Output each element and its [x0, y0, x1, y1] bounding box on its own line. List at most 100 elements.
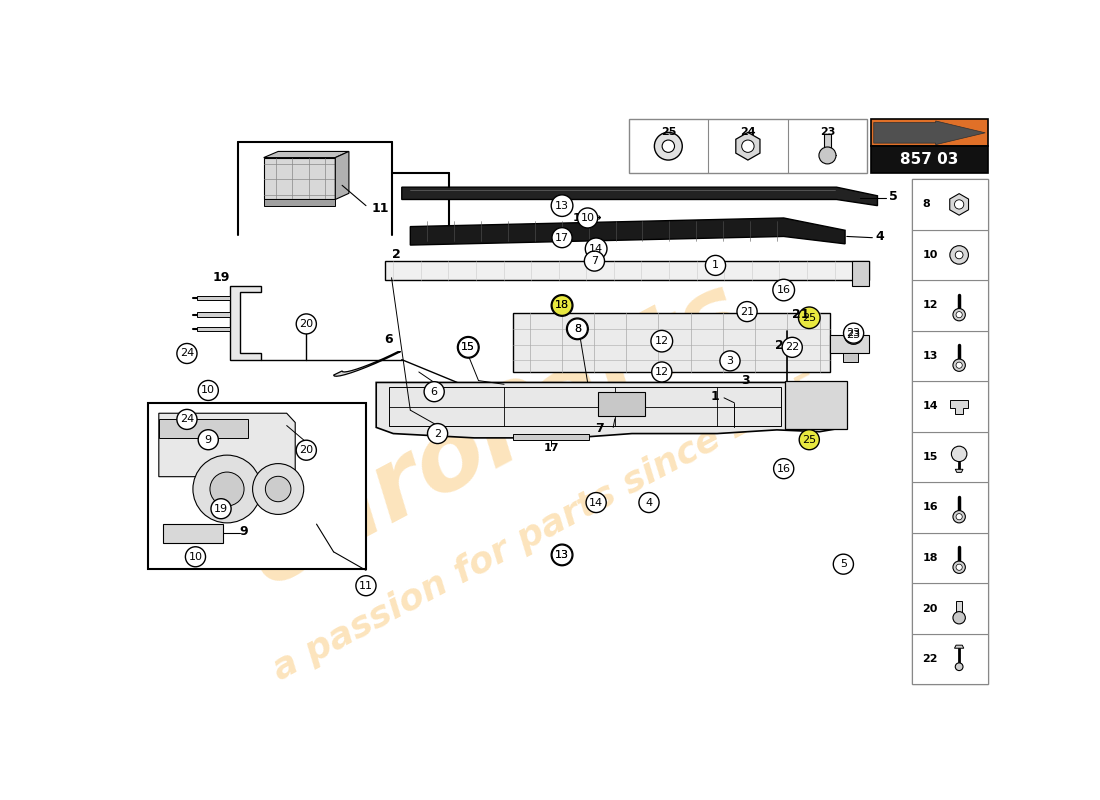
Circle shape [198, 381, 218, 401]
Text: 6: 6 [385, 333, 394, 346]
Circle shape [651, 330, 672, 352]
Polygon shape [824, 134, 832, 150]
Circle shape [552, 228, 572, 248]
Circle shape [705, 255, 726, 275]
Polygon shape [147, 402, 366, 569]
Polygon shape [264, 151, 349, 158]
Circle shape [953, 510, 966, 523]
Circle shape [459, 338, 478, 358]
Polygon shape [513, 434, 590, 440]
Circle shape [799, 307, 821, 329]
Text: 17: 17 [543, 443, 559, 454]
Text: 17: 17 [556, 233, 569, 242]
Polygon shape [736, 132, 760, 160]
Polygon shape [956, 601, 962, 614]
Text: 16: 16 [923, 502, 938, 513]
Text: 25: 25 [802, 313, 816, 322]
Text: 5: 5 [840, 559, 847, 569]
Polygon shape [912, 583, 988, 634]
Text: 20: 20 [299, 319, 314, 329]
Text: 24: 24 [179, 349, 194, 358]
Polygon shape [912, 179, 988, 684]
Circle shape [552, 295, 572, 315]
Polygon shape [628, 119, 867, 173]
Text: 19: 19 [212, 271, 230, 284]
Circle shape [177, 410, 197, 430]
Text: 10 →: 10 → [573, 213, 602, 223]
Text: 12: 12 [923, 301, 938, 310]
Circle shape [578, 208, 597, 228]
Text: 6: 6 [431, 386, 438, 397]
Circle shape [956, 362, 962, 368]
Circle shape [719, 351, 740, 371]
Circle shape [955, 200, 964, 209]
Circle shape [818, 147, 836, 164]
Text: 14: 14 [590, 244, 603, 254]
Polygon shape [230, 286, 261, 360]
Polygon shape [410, 218, 845, 245]
Polygon shape [333, 352, 400, 376]
Circle shape [845, 326, 862, 344]
Polygon shape [949, 400, 968, 414]
Polygon shape [912, 482, 988, 533]
Circle shape [953, 309, 966, 321]
Text: 23: 23 [847, 328, 860, 338]
Text: 8: 8 [574, 324, 581, 334]
Text: 10: 10 [581, 213, 595, 223]
Text: 18: 18 [923, 553, 938, 563]
Polygon shape [912, 280, 988, 330]
Text: 11: 11 [372, 202, 389, 214]
Polygon shape [912, 533, 988, 583]
Circle shape [551, 544, 573, 566]
Text: 21: 21 [740, 306, 755, 317]
Circle shape [949, 246, 968, 264]
Polygon shape [785, 381, 847, 429]
Polygon shape [912, 634, 988, 684]
Circle shape [585, 238, 607, 259]
Polygon shape [264, 158, 336, 199]
Circle shape [566, 318, 588, 340]
Circle shape [737, 302, 757, 322]
Circle shape [782, 338, 802, 358]
Circle shape [800, 430, 820, 450]
Circle shape [955, 663, 962, 670]
Text: 9: 9 [205, 434, 212, 445]
Text: 25: 25 [661, 127, 676, 137]
Text: 5: 5 [890, 190, 899, 203]
Circle shape [210, 472, 244, 506]
Circle shape [211, 498, 231, 518]
Circle shape [425, 382, 444, 402]
Polygon shape [871, 146, 988, 173]
Polygon shape [336, 151, 349, 199]
Text: 4: 4 [876, 230, 884, 243]
Circle shape [834, 554, 854, 574]
Text: 10: 10 [923, 250, 938, 260]
Text: 24: 24 [179, 414, 194, 424]
Circle shape [265, 476, 292, 502]
Text: 16: 16 [777, 464, 791, 474]
Polygon shape [912, 179, 988, 230]
Circle shape [586, 493, 606, 513]
Text: 15: 15 [461, 342, 475, 352]
Circle shape [552, 545, 572, 565]
Polygon shape [829, 335, 869, 354]
Text: 10: 10 [201, 386, 216, 395]
Polygon shape [844, 354, 858, 362]
Polygon shape [912, 330, 988, 382]
Text: 21: 21 [792, 308, 810, 321]
Polygon shape [197, 296, 230, 300]
Polygon shape [163, 524, 222, 542]
Circle shape [296, 440, 317, 460]
Text: 7: 7 [591, 256, 598, 266]
Polygon shape [158, 414, 295, 477]
Text: 22: 22 [923, 654, 938, 664]
Polygon shape [851, 261, 869, 286]
Circle shape [956, 514, 962, 520]
Text: 25: 25 [802, 434, 816, 445]
Text: a passion for parts since 1985: a passion for parts since 1985 [267, 368, 826, 686]
Text: 12: 12 [654, 367, 669, 377]
Circle shape [639, 493, 659, 513]
Circle shape [568, 319, 587, 339]
Circle shape [741, 140, 755, 152]
Circle shape [198, 430, 218, 450]
